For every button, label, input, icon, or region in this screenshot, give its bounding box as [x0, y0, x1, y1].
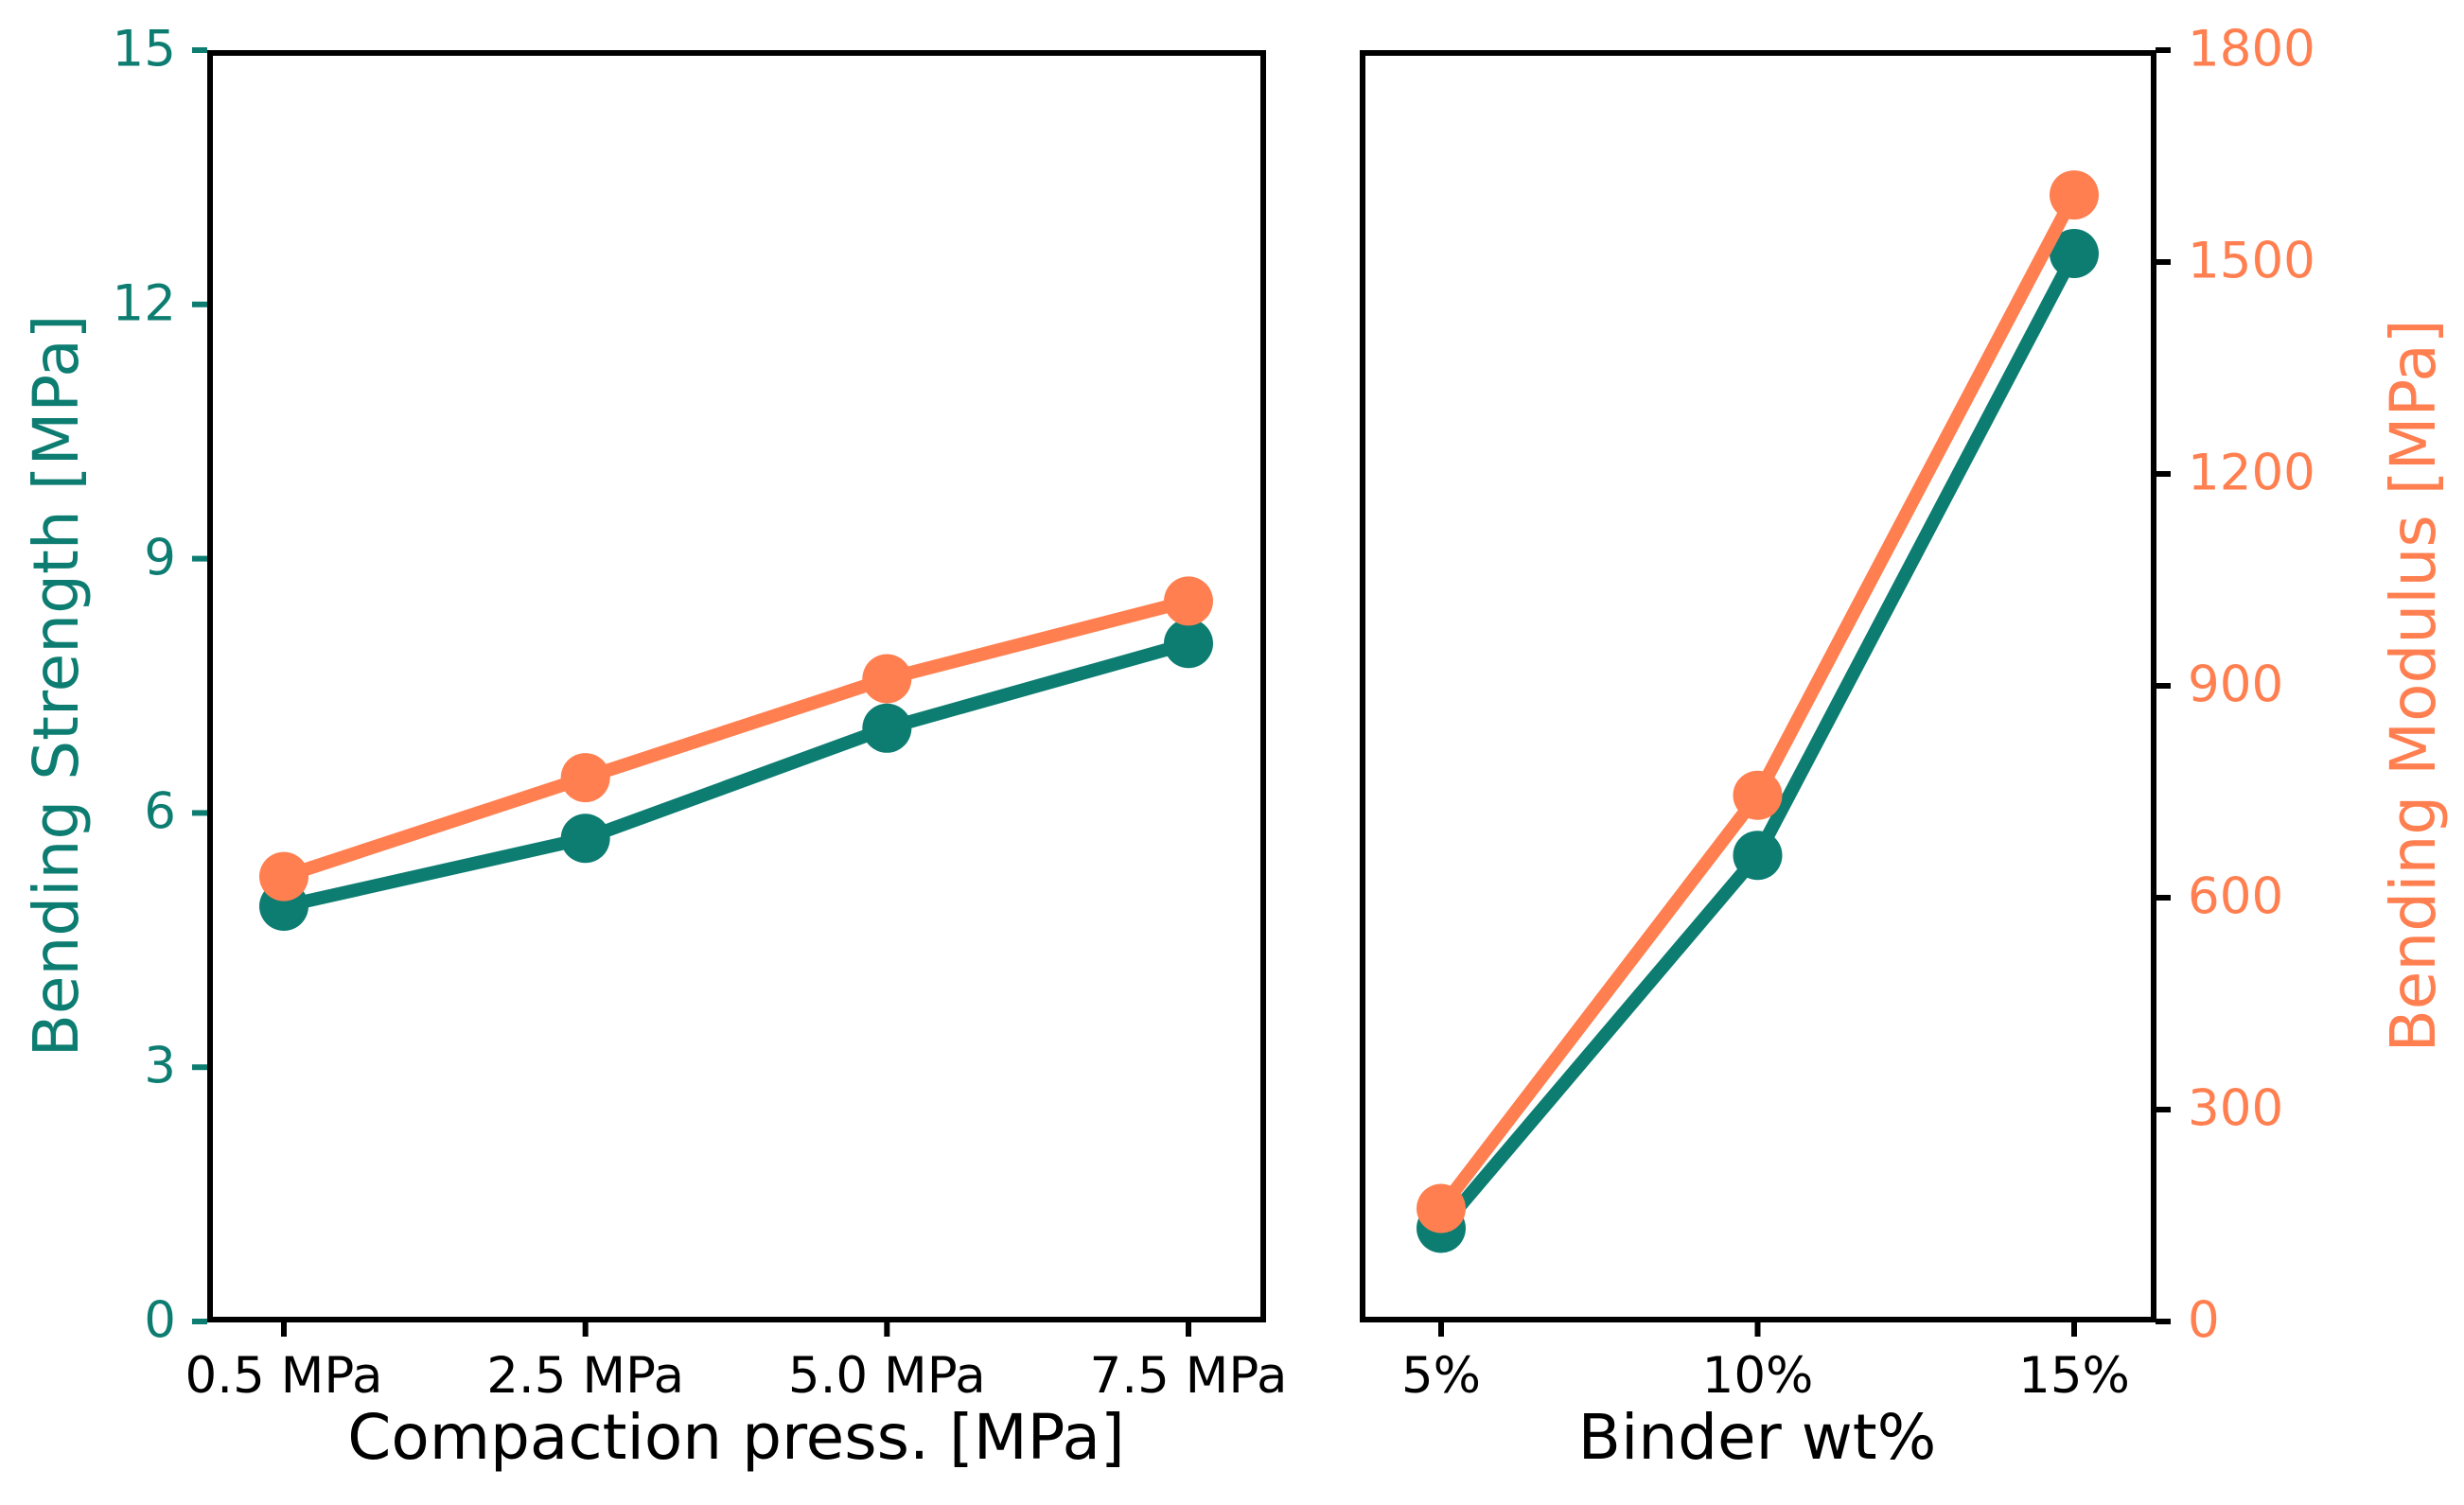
- data-point-marker: [1733, 831, 1783, 881]
- data-point-marker: [560, 753, 610, 803]
- data-point-marker: [1164, 576, 1213, 626]
- left-y-tick-label: 0: [144, 1291, 176, 1350]
- left-subplot-axes: [207, 50, 1266, 1322]
- right-y-tick-label: 900: [2188, 656, 2284, 714]
- left-y-tick-label: 3: [144, 1037, 176, 1095]
- right-y-tick-label: 300: [2188, 1079, 2284, 1138]
- x-tick-label: 5.0 MPa: [787, 1347, 986, 1405]
- right-y-tick-label: 0: [2188, 1291, 2220, 1350]
- x-tick-label: 15%: [2018, 1347, 2130, 1405]
- data-point-marker: [862, 703, 912, 753]
- right-x-axis-title: Binder wt%: [1577, 1401, 1937, 1474]
- data-point-marker: [862, 654, 912, 704]
- series-line: [277, 637, 1195, 913]
- left-y-tick-label: 6: [144, 782, 176, 841]
- right-subplot-axes: [1360, 50, 2156, 1322]
- left-y-tick-label: 9: [144, 529, 176, 587]
- right-y-tick-label: 600: [2188, 867, 2284, 926]
- data-point-marker: [560, 814, 610, 864]
- left-x-axis-title: Compaction press. [MPa]: [347, 1401, 1125, 1474]
- x-tick-label: 10%: [1701, 1347, 1814, 1405]
- data-point-marker: [2050, 229, 2099, 279]
- data-point-marker: [1417, 1183, 1466, 1234]
- left-y-tick-label: 12: [112, 274, 176, 333]
- series-line: [277, 594, 1195, 884]
- right-y-axis-title: Bending Modulus [MPa]: [2377, 319, 2450, 1053]
- data-point-marker: [1733, 770, 1783, 820]
- left-y-tick-label: 15: [112, 20, 176, 79]
- right-y-tick-label: 1800: [2188, 20, 2315, 79]
- right-y-tick-label: 1200: [2188, 444, 2315, 502]
- series-bending-modulus: [1417, 170, 2099, 1234]
- x-tick-label: 5%: [1400, 1347, 1482, 1405]
- x-tick-label: 7.5 MPa: [1089, 1347, 1288, 1405]
- x-tick-label: 2.5 MPa: [486, 1347, 685, 1405]
- x-tick-label: 0.5 MPa: [185, 1347, 383, 1405]
- series-bending-strength: [259, 619, 1213, 931]
- data-point-marker: [259, 851, 308, 901]
- right-y-tick-label: 1500: [2188, 232, 2315, 290]
- series-bending-modulus: [259, 576, 1213, 901]
- data-point-marker: [1164, 619, 1213, 669]
- data-point-marker: [2050, 170, 2099, 220]
- left-y-axis-title: Bending Strength [MPa]: [20, 314, 93, 1058]
